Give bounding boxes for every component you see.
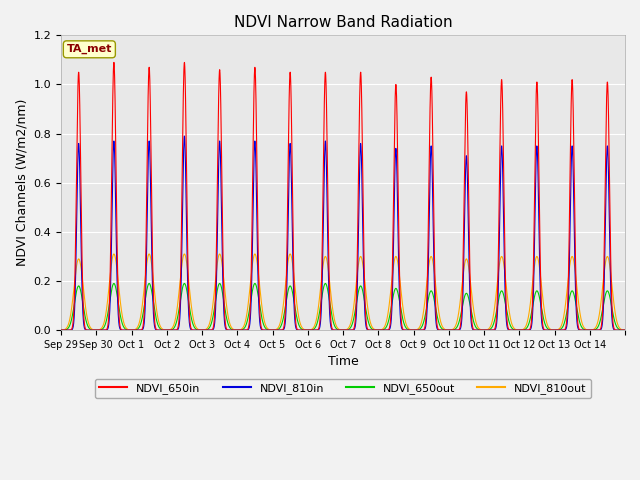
Legend: NDVI_650in, NDVI_810in, NDVI_650out, NDVI_810out: NDVI_650in, NDVI_810in, NDVI_650out, NDV… [95, 379, 591, 398]
X-axis label: Time: Time [328, 355, 358, 369]
Title: NDVI Narrow Band Radiation: NDVI Narrow Band Radiation [234, 15, 452, 30]
Y-axis label: NDVI Channels (W/m2/nm): NDVI Channels (W/m2/nm) [15, 99, 28, 266]
Text: TA_met: TA_met [67, 44, 112, 54]
